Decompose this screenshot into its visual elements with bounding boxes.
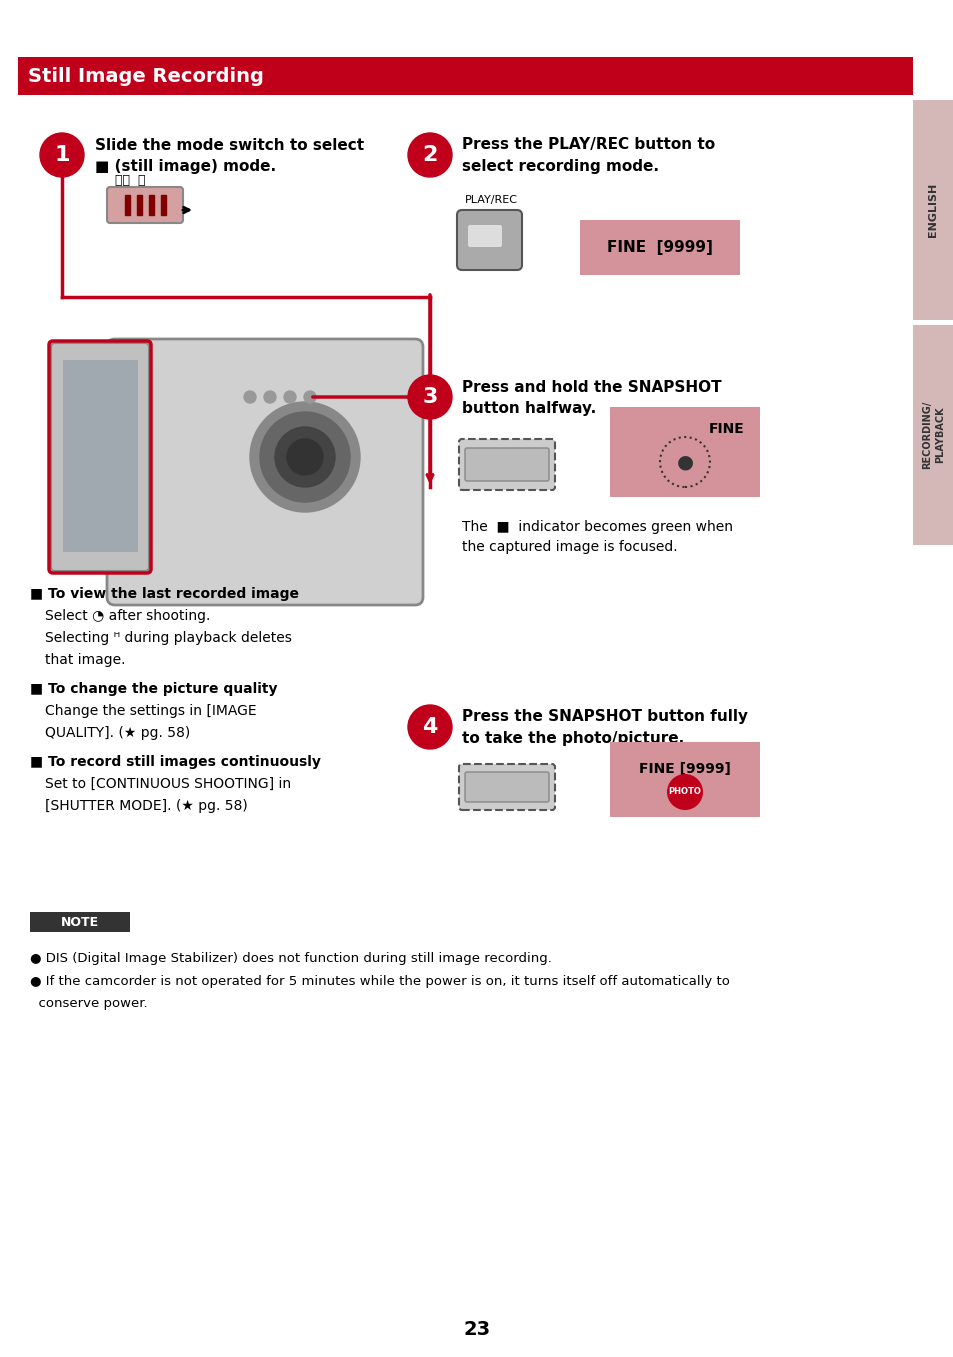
- Text: PHOTO: PHOTO: [668, 787, 700, 797]
- FancyBboxPatch shape: [609, 407, 760, 497]
- FancyBboxPatch shape: [458, 440, 555, 490]
- FancyBboxPatch shape: [468, 225, 501, 247]
- Circle shape: [264, 391, 275, 403]
- Text: 3: 3: [422, 387, 437, 407]
- FancyBboxPatch shape: [51, 343, 149, 571]
- Text: [SHUTTER MODE]. (★ pg. 58): [SHUTTER MODE]. (★ pg. 58): [45, 799, 248, 813]
- Text: 23: 23: [463, 1320, 490, 1339]
- Text: Change the settings in [IMAGE: Change the settings in [IMAGE: [45, 704, 256, 718]
- Text: Slide the mode switch to select: Slide the mode switch to select: [95, 137, 364, 152]
- Bar: [137, 195, 142, 214]
- FancyBboxPatch shape: [464, 448, 548, 480]
- Text: The  ■  indicator becomes green when: The ■ indicator becomes green when: [461, 520, 732, 535]
- Text: Press the PLAY/REC button to: Press the PLAY/REC button to: [461, 137, 715, 152]
- FancyBboxPatch shape: [107, 187, 183, 223]
- FancyBboxPatch shape: [912, 324, 953, 546]
- Bar: [149, 195, 153, 214]
- FancyBboxPatch shape: [456, 210, 521, 270]
- Text: 1: 1: [54, 145, 70, 166]
- Circle shape: [408, 706, 452, 749]
- Text: conserve power.: conserve power.: [30, 997, 148, 1010]
- Text: Still Image Recording: Still Image Recording: [28, 66, 264, 85]
- Text: Select ◔ after shooting.: Select ◔ after shooting.: [45, 609, 211, 623]
- Circle shape: [274, 427, 335, 487]
- Text: ENGLISH: ENGLISH: [927, 183, 938, 237]
- Text: ●: ●: [676, 452, 693, 471]
- Text: ● If the camcorder is not operated for 5 minutes while the power is on, it turns: ● If the camcorder is not operated for 5…: [30, 974, 729, 988]
- Text: to take the photo/picture.: to take the photo/picture.: [461, 731, 683, 746]
- Circle shape: [40, 133, 84, 176]
- Circle shape: [244, 391, 255, 403]
- Text: ● DIS (Digital Image Stabilizer) does not function during still image recording.: ● DIS (Digital Image Stabilizer) does no…: [30, 953, 551, 965]
- Text: ■ (still image) mode.: ■ (still image) mode.: [95, 160, 275, 175]
- Circle shape: [304, 391, 315, 403]
- Text: ■ To change the picture quality: ■ To change the picture quality: [30, 683, 277, 696]
- Text: FINE  [9999]: FINE [9999]: [606, 240, 712, 255]
- FancyBboxPatch shape: [63, 360, 138, 552]
- Text: Set to [CONTINUOUS SHOOTING] in: Set to [CONTINUOUS SHOOTING] in: [45, 778, 291, 791]
- Text: FINE: FINE: [708, 422, 744, 436]
- Text: RECORDING/
PLAYBACK: RECORDING/ PLAYBACK: [922, 400, 943, 470]
- FancyBboxPatch shape: [579, 220, 740, 275]
- Circle shape: [287, 440, 323, 475]
- Text: Press the SNAPSHOT button fully: Press the SNAPSHOT button fully: [461, 710, 747, 725]
- Text: 👤👤  📷: 👤👤 📷: [115, 174, 146, 186]
- FancyBboxPatch shape: [609, 742, 760, 817]
- FancyBboxPatch shape: [464, 772, 548, 802]
- Text: NOTE: NOTE: [61, 916, 99, 928]
- Circle shape: [666, 773, 702, 810]
- FancyBboxPatch shape: [30, 912, 130, 932]
- Text: 2: 2: [422, 145, 437, 166]
- Text: QUALITY]. (★ pg. 58): QUALITY]. (★ pg. 58): [45, 726, 190, 740]
- Circle shape: [250, 402, 359, 512]
- Bar: [161, 195, 166, 214]
- Circle shape: [260, 413, 350, 502]
- Text: button halfway.: button halfway.: [461, 402, 596, 417]
- Circle shape: [408, 133, 452, 176]
- FancyBboxPatch shape: [18, 57, 912, 95]
- Text: 4: 4: [422, 716, 437, 737]
- Text: ■ To record still images continuously: ■ To record still images continuously: [30, 754, 320, 769]
- Circle shape: [284, 391, 295, 403]
- FancyBboxPatch shape: [912, 100, 953, 320]
- Text: the captured image is focused.: the captured image is focused.: [461, 540, 677, 554]
- Text: that image.: that image.: [45, 653, 126, 668]
- FancyBboxPatch shape: [458, 764, 555, 810]
- Text: PLAY/REC: PLAY/REC: [464, 195, 517, 205]
- Text: Selecting ᴴ during playback deletes: Selecting ᴴ during playback deletes: [45, 631, 292, 645]
- Text: Press and hold the SNAPSHOT: Press and hold the SNAPSHOT: [461, 380, 720, 395]
- FancyBboxPatch shape: [107, 339, 422, 605]
- Text: FINE [9999]: FINE [9999]: [639, 763, 730, 776]
- Bar: [125, 195, 130, 214]
- Text: ■ To view the last recorded image: ■ To view the last recorded image: [30, 588, 298, 601]
- Circle shape: [408, 375, 452, 419]
- Text: select recording mode.: select recording mode.: [461, 160, 659, 175]
